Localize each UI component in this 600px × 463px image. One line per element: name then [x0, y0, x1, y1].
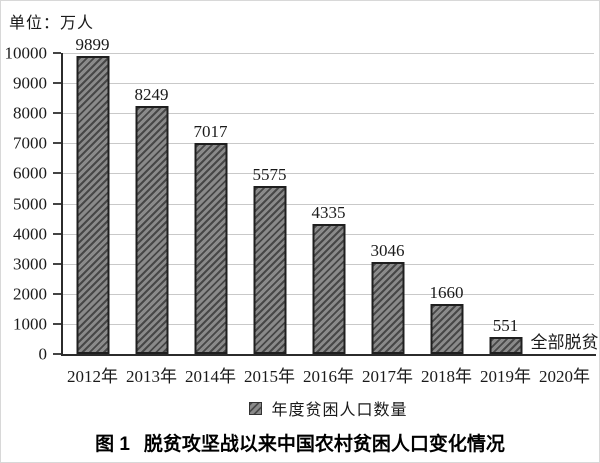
bar [135, 106, 168, 354]
bar [253, 186, 286, 354]
y-tick-mark [53, 112, 61, 115]
bar [76, 56, 109, 354]
y-tick-mark [53, 202, 61, 205]
y-tick-label: 3000 [13, 254, 47, 274]
figure-caption: 图 1 脱贫攻坚战以来中国农村贫困人口变化情况 [1, 429, 599, 456]
y-tick-label: 6000 [13, 163, 47, 183]
bar-value-label: 9899 [75, 35, 110, 54]
bar-value-label: 3046 [370, 241, 405, 260]
y-tick-label: 9000 [13, 73, 47, 93]
y-tick-label: 5000 [13, 194, 47, 213]
bar-value-label: 5575 [252, 165, 287, 184]
plot-area: 9899 8249 7017 5575 4335 3046 1660 551 全部脱贫 [53, 36, 599, 356]
y-tick-mark [53, 172, 61, 175]
y-tick-label: 1000 [13, 314, 47, 334]
category-slot: 9899 [63, 36, 122, 354]
category-slot: 551 [476, 53, 535, 354]
bar-value-label: 1660 [429, 283, 464, 302]
y-tick-mark [53, 322, 61, 325]
x-tick-label: 2014年 [185, 367, 236, 386]
y-tick-mark [53, 52, 61, 54]
figure-caption-number: 图 1 [95, 434, 130, 455]
bar [430, 304, 463, 354]
x-tick-label: 2015年 [244, 367, 295, 386]
x-tick-label: 2019年 [480, 367, 531, 386]
bar-value-label: 7017 [193, 122, 228, 141]
gridline [63, 53, 594, 54]
bar-value-label: 4335 [311, 203, 346, 222]
y-tick-mark [53, 262, 61, 265]
x-tick-label: 2017年 [362, 367, 413, 386]
category-slot: 3046 [358, 53, 417, 354]
y-tick-label: 8000 [13, 103, 47, 123]
gridline [63, 83, 594, 85]
gridline [63, 173, 594, 175]
bar-annotation: 全部脱贫 [530, 333, 599, 352]
x-tick-label: 2012年 [67, 367, 118, 386]
unit-label: 单位：万人 [9, 15, 95, 32]
chart-legend: 年度贫困人口数量 [63, 396, 594, 420]
category-slot: 全部脱贫 [531, 53, 599, 354]
bar [312, 224, 345, 354]
y-axis-line [61, 53, 63, 354]
bar [489, 337, 522, 354]
category-slot: 8249 [122, 53, 181, 354]
bar [194, 143, 227, 354]
category-slot: 5575 [240, 53, 299, 354]
bar [371, 262, 404, 354]
y-tick-mark [53, 82, 61, 85]
y-tick-label: 0 [38, 344, 48, 364]
y-tick-mark [53, 142, 61, 145]
category-slot: 7017 [181, 53, 240, 354]
category-slot: 1660 [417, 53, 476, 354]
x-tick-label: 2020年 [539, 367, 590, 386]
gridline [63, 203, 594, 205]
category-slot: 4335 [299, 53, 358, 354]
bar-value-label: 8249 [134, 85, 169, 104]
y-tick-label: 4000 [13, 224, 47, 244]
figure-caption-text: 脱贫攻坚战以来中国农村贫困人口变化情况 [143, 434, 505, 455]
legend-hatched-square-icon [249, 401, 263, 415]
legend-label: 年度贫困人口数量 [271, 402, 408, 419]
x-tick-label: 2016年 [303, 367, 354, 386]
y-tick-label: 10000 [4, 43, 48, 63]
gridline [63, 143, 594, 145]
y-tick-label: 7000 [13, 133, 47, 153]
gridline [63, 113, 594, 115]
y-tick-label: 2000 [13, 284, 47, 304]
x-tick-label: 2013年 [126, 367, 177, 386]
x-axis-line [61, 354, 596, 356]
bar-value-label: 551 [492, 316, 519, 335]
y-tick-mark [53, 292, 61, 295]
y-tick-mark [53, 232, 61, 235]
x-tick-label: 2018年 [421, 367, 472, 386]
y-tick-mark [53, 353, 61, 355]
